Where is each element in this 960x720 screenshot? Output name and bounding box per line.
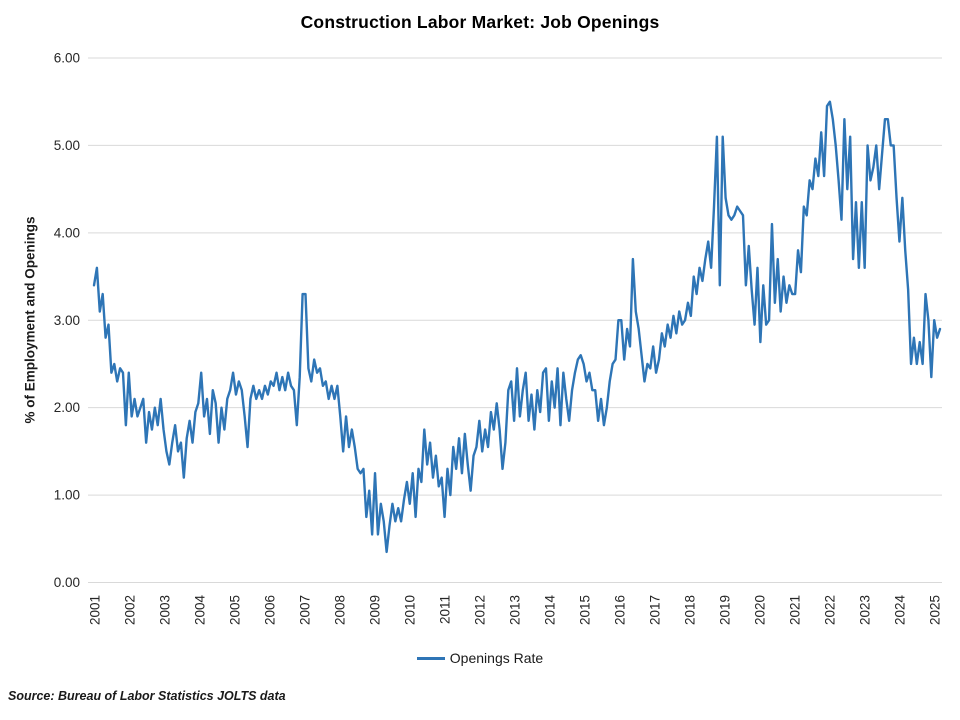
x-tick-label: 2004 [193, 595, 208, 626]
x-tick-label: 2016 [613, 595, 628, 625]
source-note: Source: Bureau of Labor Statistics JOLTS… [8, 689, 286, 703]
x-tick-label: 2006 [263, 595, 278, 625]
y-tick-label: 5.00 [54, 138, 80, 153]
y-tick-label: 6.00 [54, 51, 80, 66]
x-tick-label: 2003 [158, 595, 173, 625]
x-tick-label: 2009 [368, 595, 383, 625]
x-tick-label: 2002 [123, 595, 138, 625]
y-tick-label: 0.00 [54, 575, 80, 590]
x-tick-label: 2015 [578, 595, 593, 625]
x-tick-label: 2013 [508, 595, 523, 625]
x-tick-label: 2022 [823, 595, 838, 625]
x-tick-label: 2005 [228, 595, 243, 625]
x-tick-label: 2011 [438, 595, 453, 624]
y-tick-label: 3.00 [54, 313, 80, 328]
chart-title: Construction Labor Market: Job Openings [300, 12, 660, 32]
y-tick-label: 2.00 [54, 400, 80, 415]
openings-rate-line [92, 100, 942, 554]
y-tick-label: 1.00 [54, 488, 80, 503]
x-tick-label: 2025 [928, 595, 943, 625]
x-tick-label: 2014 [543, 595, 558, 626]
x-tick-label: 2008 [333, 595, 348, 625]
x-tick-label: 2017 [648, 595, 663, 625]
x-tick-label: 2012 [473, 595, 488, 625]
x-tick-label: 2019 [718, 595, 733, 625]
x-tick-label: 2010 [403, 595, 418, 625]
legend-line-swatch [416, 656, 445, 660]
x-tick-label: 2001 [88, 595, 103, 625]
legend-series-label: Openings Rate [449, 650, 544, 666]
legend: Openings Rate [0, 650, 960, 666]
x-tick-label: 2021 [788, 595, 803, 625]
y-tick-label: 4.00 [54, 225, 80, 240]
x-tick-label: 2007 [298, 595, 313, 625]
x-tick-label: 2018 [683, 595, 698, 625]
x-tick-label: 2024 [893, 595, 908, 626]
x-tick-label: 2020 [753, 595, 768, 625]
x-tick-label: 2023 [858, 595, 873, 625]
